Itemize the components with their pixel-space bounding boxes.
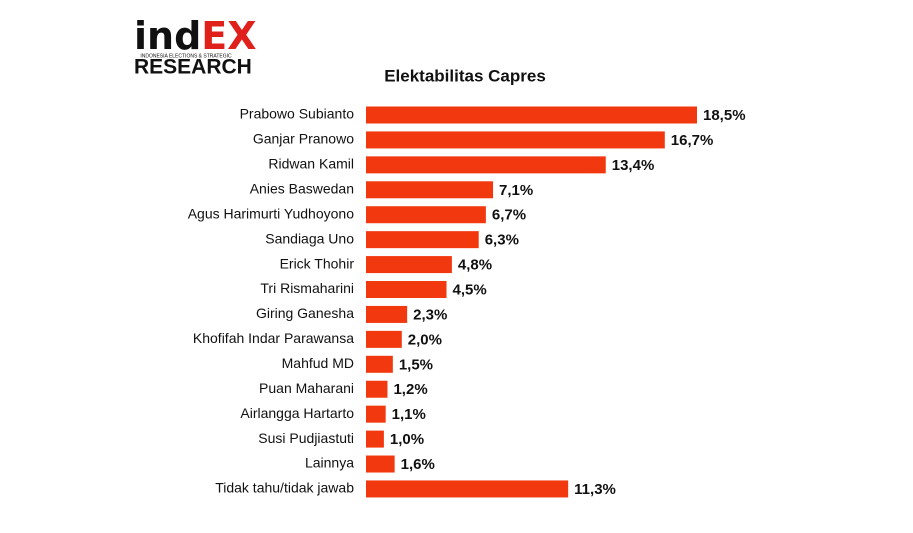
logo-name: RESEARCH [134, 56, 252, 79]
logo-brand-end: EX [201, 14, 256, 58]
bar [366, 455, 395, 473]
value-label: 6,7% [492, 207, 526, 224]
bar [366, 231, 479, 249]
category-label: Anies Baswedan [250, 180, 354, 196]
bar [366, 430, 384, 448]
value-label: 1,6% [401, 456, 435, 473]
bar [366, 181, 494, 199]
value-label: 16,7% [671, 132, 714, 149]
bar [366, 305, 408, 323]
bar [366, 330, 402, 348]
value-label: 1,2% [393, 381, 427, 398]
category-label: Khofifah Indar Parawansa [193, 330, 354, 346]
bar [366, 256, 452, 274]
value-label: 13,4% [612, 157, 655, 174]
value-label: 1,0% [390, 431, 424, 448]
value-label: 18,5% [703, 107, 746, 124]
category-label: Prabowo Subianto [240, 106, 355, 122]
chart-title: Elektabilitas Capres [384, 66, 546, 85]
category-label: Tri Rismaharini [260, 280, 354, 296]
value-label: 4,8% [458, 257, 492, 274]
category-label: Lainnya [305, 455, 354, 471]
category-label: Mahfud MD [282, 355, 354, 371]
category-label: Ganjar Pranowo [253, 131, 354, 147]
value-label: 11,3% [574, 481, 616, 498]
value-label: 4,5% [453, 281, 487, 298]
logo-tagline: INDONESIA ELECTIONS & STRATEGIC [140, 53, 232, 59]
category-label: Airlangga Hartarto [240, 405, 354, 421]
logo-brand-start: ind [134, 14, 201, 58]
logo-brand: indEX [134, 14, 257, 58]
value-label: 6,3% [485, 232, 519, 249]
category-label: Sandiaga Uno [265, 230, 354, 246]
bar [366, 156, 606, 174]
value-label: 1,1% [392, 406, 426, 423]
value-label: 2,3% [413, 306, 447, 323]
category-label: Giring Ganesha [256, 305, 354, 321]
category-label: Puan Maharani [259, 380, 354, 396]
bar [366, 106, 697, 124]
bar [366, 206, 486, 224]
bar [366, 281, 447, 299]
bar [366, 380, 388, 398]
category-label: Agus Harimurti Yudhoyono [188, 205, 354, 221]
bar [366, 480, 569, 498]
bar [366, 405, 386, 423]
value-label: 2,0% [408, 331, 442, 348]
bar [366, 131, 665, 149]
category-label: Erick Thohir [280, 255, 355, 271]
value-label: 7,1% [499, 182, 533, 199]
category-label: Tidak tahu/tidak jawab [215, 480, 354, 496]
value-label: 1,5% [399, 356, 433, 373]
bar [366, 355, 393, 373]
category-label: Susi Pudjiastuti [258, 430, 354, 446]
category-label: Ridwan Kamil [268, 156, 354, 172]
